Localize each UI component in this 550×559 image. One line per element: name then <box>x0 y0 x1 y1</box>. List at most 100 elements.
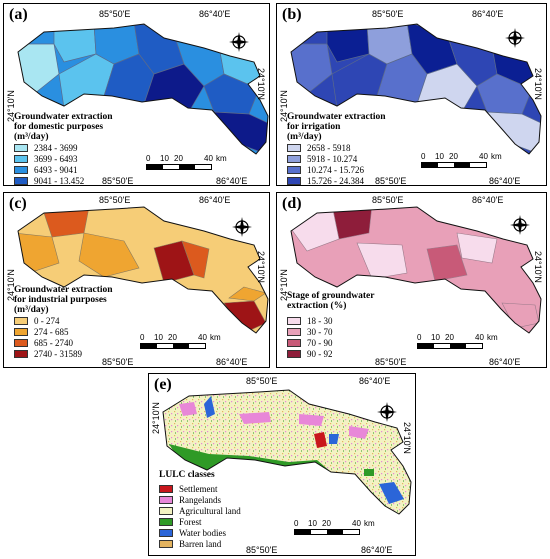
panel-label: (d) <box>282 195 302 212</box>
legend-swatch <box>159 528 173 537</box>
legend-item: Barren land <box>159 538 241 549</box>
legend-label: 0 - 274 <box>34 315 60 326</box>
legend-label: 274 - 685 <box>34 326 69 337</box>
scale-label: 20 <box>322 519 331 528</box>
legend-swatch <box>14 349 28 358</box>
legend-title-2: for industrial purposes <box>14 295 107 305</box>
legend-item: 90 - 92 <box>287 348 374 359</box>
map-panel-c: (c) 85°50'E 86°40'E 24°10'N 24°10'N 85°5… <box>3 192 270 368</box>
legend-item: 5918 - 10.274 <box>287 153 386 164</box>
scale-bar: 0 10 20 40 km <box>421 152 511 168</box>
legend-item: 70 - 90 <box>287 337 374 348</box>
legend-a: Groundwater extraction for domestic purp… <box>14 112 113 186</box>
legend-label: 9041 - 13.452 <box>34 175 85 186</box>
legend-label: 70 - 90 <box>307 337 333 348</box>
legend-label: 15.726 - 24.384 <box>307 175 364 186</box>
legend-label: 5918 - 10.274 <box>307 153 358 164</box>
scale-label: 0 <box>421 152 426 161</box>
legend-label: Barren land <box>179 538 222 549</box>
lon-label-right: 86°40'E <box>472 9 504 19</box>
lon-label-left: 85°50'E <box>99 195 131 205</box>
legend-label: 30 - 70 <box>307 326 333 337</box>
legend-swatch <box>287 349 301 358</box>
legend-label: 10.274 - 15.726 <box>307 164 364 175</box>
legend-swatch <box>14 176 28 185</box>
north-arrow-icon <box>510 215 530 235</box>
legend-item: Forest <box>159 516 241 527</box>
legend-swatch <box>14 327 28 336</box>
legend-item: 9041 - 13.452 <box>14 175 113 186</box>
scale-label: 0 <box>417 333 422 342</box>
legend-item: 10.274 - 15.726 <box>287 164 386 175</box>
scale-bar: 0 10 20 40 km <box>294 519 384 535</box>
legend-d: Stage of groundwater extraction (%) 18 -… <box>287 291 374 359</box>
legend-swatch <box>287 143 301 152</box>
lon-label-bottom-left: 85°50'E <box>102 176 134 186</box>
lon-label-bottom-right: 86°40'E <box>216 176 248 186</box>
lon-label-bottom-right: 86°40'E <box>489 176 521 186</box>
legend-swatch <box>14 154 28 163</box>
legend-swatch <box>159 506 173 515</box>
legend-label: 90 - 92 <box>307 348 333 359</box>
scale-bar-graphic <box>421 162 487 168</box>
lon-label-left: 85°50'E <box>372 9 404 19</box>
legend-item: 2658 - 5918 <box>287 142 386 153</box>
lon-label-right: 86°40'E <box>199 9 231 19</box>
legend-swatch <box>287 327 301 336</box>
scale-label: km <box>487 333 498 342</box>
lat-label-right: 24°10'N <box>256 68 266 100</box>
scale-bar: 0 10 20 40 km <box>146 154 236 170</box>
legend-title: LULC classes <box>159 470 215 480</box>
scale-label: 40 <box>204 154 213 163</box>
district-map-c <box>17 206 269 334</box>
legend-e: LULC classes Settlement Rangelands Agricul… <box>159 470 241 549</box>
legend-item: 685 - 2740 <box>14 337 113 348</box>
legend-swatch <box>287 165 301 174</box>
legend-title-2: for irrigation <box>287 122 341 132</box>
legend-item: 15.726 - 24.384 <box>287 175 386 186</box>
legend-item: 6493 - 9041 <box>14 164 113 175</box>
legend-label: Water bodies <box>179 527 227 538</box>
legend-units: (m³/day) <box>287 132 322 142</box>
legend-title: Groundwater extraction <box>14 285 113 295</box>
legend-swatch <box>159 484 173 493</box>
legend-label: Forest <box>179 516 202 527</box>
legend-item: 30 - 70 <box>287 326 374 337</box>
legend-title: Groundwater extraction <box>14 112 113 122</box>
legend-swatch <box>159 517 173 526</box>
legend-label: 2384 - 3699 <box>34 142 78 153</box>
legend-item: 2740 - 31589 <box>14 348 113 359</box>
district-map-a <box>17 23 269 155</box>
legend-label: 685 - 2740 <box>34 337 73 348</box>
lon-label-bottom-right: 86°40'E <box>216 357 248 367</box>
legend-item: 274 - 685 <box>14 326 113 337</box>
scale-label: 10 <box>160 154 169 163</box>
scale-label: 10 <box>154 333 163 342</box>
scale-label: 10 <box>308 519 317 528</box>
legend-swatch <box>287 154 301 163</box>
scale-label: 0 <box>140 333 145 342</box>
scale-label: 20 <box>174 154 183 163</box>
legend-label: 2658 - 5918 <box>307 142 351 153</box>
panel-label: (a) <box>9 6 28 23</box>
lon-label-bottom-left: 85°50'E <box>246 545 278 555</box>
lat-label-right: 24°10'N <box>402 422 412 454</box>
scale-label: km <box>210 333 221 342</box>
legend-title: Stage of groundwater <box>287 291 375 301</box>
legend-swatch <box>287 338 301 347</box>
scale-bar-graphic <box>146 164 212 170</box>
lat-label-right: 24°10'N <box>256 251 266 283</box>
lat-label-right: 24°10'N <box>533 68 543 100</box>
scale-label: 40 <box>479 152 488 161</box>
legend-swatch <box>159 539 173 548</box>
scale-label: 20 <box>449 152 458 161</box>
north-arrow-icon <box>229 32 249 52</box>
legend-label: 6493 - 9041 <box>34 164 78 175</box>
legend-label: Agricultural land <box>179 505 241 516</box>
scale-label: 10 <box>435 152 444 161</box>
legend-item: 18 - 30 <box>287 315 374 326</box>
panel-label: (c) <box>9 195 27 212</box>
scale-label: 20 <box>168 333 177 342</box>
lon-label-right: 86°40'E <box>199 195 231 205</box>
legend-title-2: extraction (%) <box>287 301 347 311</box>
